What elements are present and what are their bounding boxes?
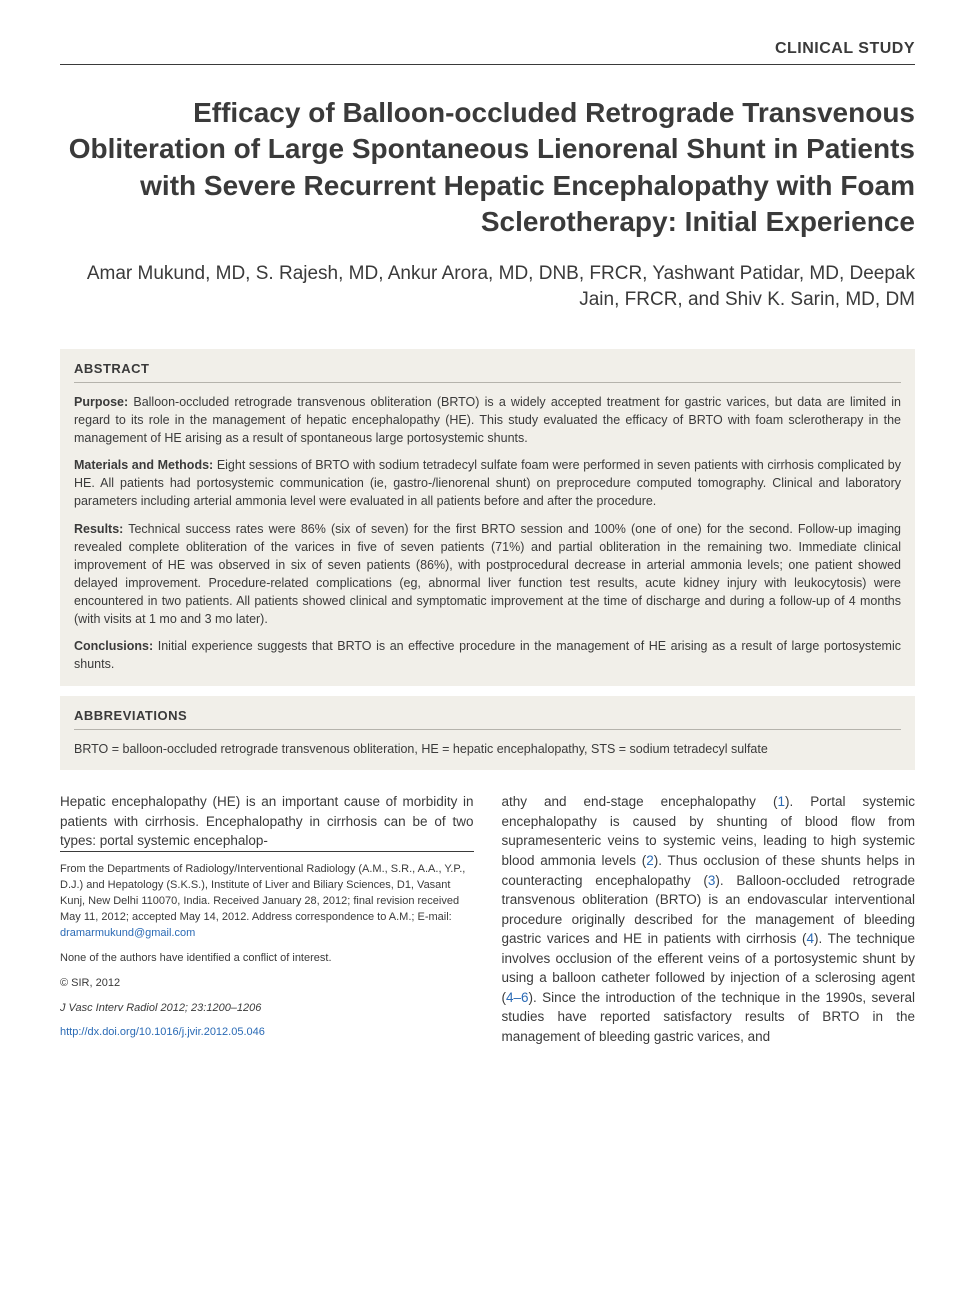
doi-line: http://dx.doi.org/10.1016/j.jvir.2012.05…: [60, 1025, 474, 1041]
abstract-heading: ABSTRACT: [74, 361, 901, 383]
conflict-of-interest: None of the authors have identified a co…: [60, 951, 474, 967]
article-type-label: CLINICAL STUDY: [60, 40, 915, 65]
copyright-line: © SIR, 2012: [60, 976, 474, 992]
ref-link-4-6[interactable]: 4–6: [506, 990, 529, 1005]
methods-lead: Materials and Methods:: [74, 458, 213, 472]
correspondence-email-link[interactable]: dramarmukund@gmail.com: [60, 927, 195, 939]
abstract-purpose: Purpose: Balloon-occluded retrograde tra…: [74, 393, 901, 447]
purpose-lead: Purpose:: [74, 395, 128, 409]
intro-paragraph-left: Hepatic encephalopathy (HE) is an import…: [60, 792, 474, 851]
ref-link-1[interactable]: 1: [777, 794, 785, 809]
affiliation-text: From the Departments of Radiology/Interv…: [60, 863, 465, 923]
citation-line: J Vasc Interv Radiol 2012; 23:1200–1206: [60, 1001, 474, 1017]
abbreviations-block: ABBREVIATIONS BRTO = balloon-occluded re…: [60, 696, 915, 771]
author-list: Amar Mukund, MD, S. Rajesh, MD, Ankur Ar…: [60, 261, 915, 314]
ref-link-4[interactable]: 4: [807, 931, 815, 946]
left-column: Hepatic encephalopathy (HE) is an import…: [60, 792, 474, 1050]
article-footer: From the Departments of Radiology/Interv…: [60, 851, 474, 1050]
affiliation-line: From the Departments of Radiology/Interv…: [60, 862, 474, 942]
abstract-methods: Materials and Methods: Eight sessions of…: [74, 456, 901, 510]
abstract-conclusions: Conclusions: Initial experience suggests…: [74, 637, 901, 673]
ref-link-2[interactable]: 2: [646, 853, 654, 868]
conclusions-lead: Conclusions:: [74, 639, 153, 653]
article-title: Efficacy of Balloon-occluded Retrograde …: [60, 95, 915, 241]
abstract-results: Results: Technical success rates were 86…: [74, 520, 901, 629]
abbreviations-text: BRTO = balloon-occluded retrograde trans…: [74, 740, 901, 759]
abstract-block: ABSTRACT Purpose: Balloon-occluded retro…: [60, 349, 915, 686]
doi-link[interactable]: http://dx.doi.org/10.1016/j.jvir.2012.05…: [60, 1026, 265, 1038]
conclusions-text: Initial experience suggests that BRTO is…: [74, 639, 901, 671]
body-text-f: ). Since the introduction of the techniq…: [502, 990, 916, 1044]
abbreviations-heading: ABBREVIATIONS: [74, 708, 901, 730]
body-columns: Hepatic encephalopathy (HE) is an import…: [60, 792, 915, 1050]
results-text: Technical success rates were 86% (six of…: [74, 522, 901, 627]
results-lead: Results:: [74, 522, 123, 536]
purpose-text: Balloon-occluded retrograde transvenous …: [74, 395, 901, 445]
body-text-a: athy and end-stage encephalopathy (: [502, 794, 778, 809]
right-column: athy and end-stage encephalopathy (1). P…: [502, 792, 916, 1050]
